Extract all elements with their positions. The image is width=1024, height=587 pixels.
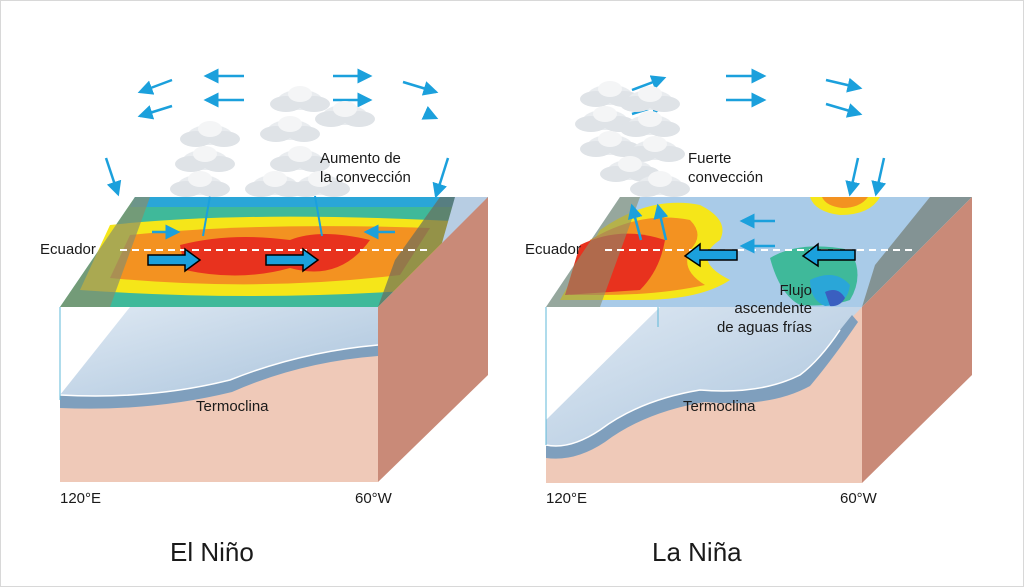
upwelling-label: de aguas frías bbox=[717, 319, 812, 336]
convection-label: convección bbox=[688, 169, 763, 186]
east-longitude-label: 60°W bbox=[355, 490, 393, 507]
west-longitude-label: 120°E bbox=[60, 490, 101, 507]
convection-label: la convección bbox=[320, 169, 411, 186]
upwelling-label: ascendente bbox=[734, 300, 812, 317]
thermocline-label: Termoclina bbox=[196, 398, 269, 415]
thermocline-label: Termoclina bbox=[683, 398, 756, 415]
wind-arrows bbox=[104, 68, 450, 199]
el-nino-panel: Aumento de la convección Ecuador Termocl… bbox=[40, 68, 488, 567]
la-nina-panel: Fuerte convección Ecuador Flujo ascenden… bbox=[525, 68, 972, 567]
thermocline bbox=[60, 345, 378, 409]
block-side bbox=[378, 197, 488, 482]
convection-label: Fuerte bbox=[688, 150, 731, 167]
east-longitude-label: 60°W bbox=[840, 490, 878, 507]
current-arrows bbox=[147, 247, 320, 273]
current-arrows bbox=[683, 242, 856, 268]
la-nina-title: La Niña bbox=[652, 537, 742, 567]
equator-label: Ecuador bbox=[525, 241, 581, 258]
west-longitude-label: 120°E bbox=[546, 490, 587, 507]
equator-label: Ecuador bbox=[40, 241, 96, 258]
el-nino-title: El Niño bbox=[170, 537, 254, 567]
thermocline bbox=[546, 315, 858, 459]
convection-label: Aumento de bbox=[320, 150, 401, 167]
block-side bbox=[862, 197, 972, 483]
upwelling-label: Flujo bbox=[779, 282, 812, 299]
clouds bbox=[575, 81, 690, 197]
